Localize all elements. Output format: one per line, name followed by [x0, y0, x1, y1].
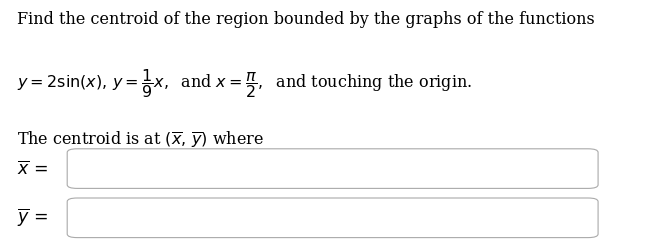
FancyBboxPatch shape: [67, 149, 598, 188]
Text: $\overline{x}\,=$: $\overline{x}\,=$: [17, 160, 48, 178]
Text: $y = 2\sin(x),\, y = \dfrac{1}{9}x,\;$ and $x = \dfrac{\pi}{2},$  and touching t: $y = 2\sin(x),\, y = \dfrac{1}{9}x,\;$ a…: [17, 67, 472, 100]
Text: $\overline{y}\,=$: $\overline{y}\,=$: [17, 206, 48, 228]
Text: The centroid is at $(\overline{x},\, \overline{y})$ where: The centroid is at $(\overline{x},\, \ov…: [17, 130, 263, 150]
FancyBboxPatch shape: [67, 198, 598, 238]
Text: Find the centroid of the region bounded by the graphs of the functions: Find the centroid of the region bounded …: [17, 11, 595, 28]
